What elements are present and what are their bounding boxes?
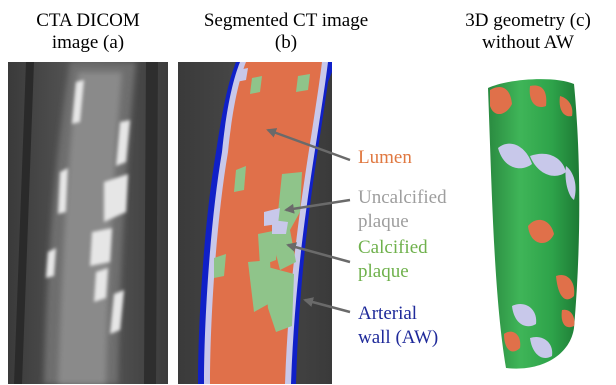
label-uncalcified-line1: Uncalcified: [358, 187, 447, 208]
panel-c-title-line2: without AW: [482, 32, 574, 53]
panel-c-title-line1: 3D geometry (c): [465, 10, 591, 31]
label-uncalcified: Uncalcified plaque: [358, 186, 447, 234]
label-lumen-text: Lumen: [358, 147, 412, 168]
panel-a-title: CTA DICOM image (a): [8, 10, 168, 54]
panel-b-title-line2: (b): [274, 32, 298, 53]
label-arterial-wall: Arterial wall (AW): [358, 302, 438, 350]
label-uncalcified-line2: plaque: [358, 211, 409, 232]
panel-b-title: Segmented CT image (b): [186, 10, 386, 54]
panel-a-title-line2: image (a): [51, 32, 125, 53]
panel-a-title-line1: CTA DICOM: [36, 10, 140, 31]
label-calcified-line2: plaque: [358, 261, 409, 282]
3d-geometry-image: [470, 76, 590, 376]
segmented-ct-image: [178, 62, 332, 384]
label-lumen: Lumen: [358, 146, 412, 170]
label-arterial-wall-line1: Arterial: [358, 303, 418, 324]
cta-dicom-image: [8, 62, 168, 384]
panel-b-title-line1: Segmented CT image: [203, 10, 369, 31]
label-calcified: Calcified plaque: [358, 236, 428, 284]
label-arterial-wall-line2: wall (AW): [358, 327, 439, 348]
panel-c-title: 3D geometry (c) without AW: [440, 10, 616, 54]
label-calcified-line1: Calcified: [358, 237, 428, 258]
